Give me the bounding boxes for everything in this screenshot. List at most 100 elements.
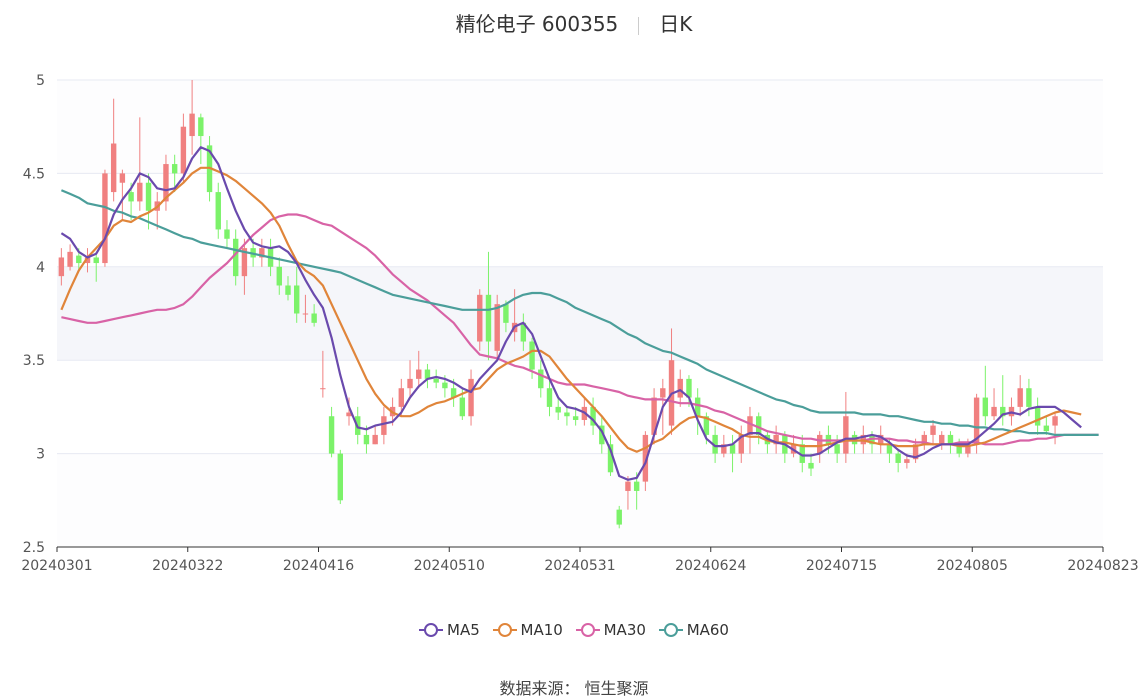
candle-body [686,378,692,398]
chart-legend: MA5 MA10 MA30 MA60 [0,621,1148,641]
candle-body [912,444,919,460]
y-tick-label: 5 [36,73,45,89]
legend-item-ma60[interactable]: MA60 [658,621,729,639]
candle-body [381,416,387,435]
x-tick-label: 20240531 [544,558,615,574]
candle-body [477,294,483,342]
candle-body [520,322,527,342]
candle-body [747,416,753,435]
candle-body [738,434,744,454]
candle-body [721,444,727,454]
candle-body [84,257,91,264]
candle-body [904,459,910,463]
candle-body [965,444,971,454]
candle-body [1052,416,1058,426]
candle-body [642,434,649,482]
y-tick-label: 4 [36,260,45,276]
candle-body [232,238,239,277]
candle-body [328,416,335,454]
candle-body [450,388,457,398]
ma30-line [61,213,1099,446]
candle-body [712,434,718,454]
legend-label-ma5: MA5 [447,621,480,639]
candle-body [163,164,169,202]
candle-body [137,182,143,202]
candle-body [503,304,509,323]
legend-item-ma5[interactable]: MA5 [419,621,480,639]
candle-body [119,173,126,183]
candle-body [982,397,989,417]
x-tick-label: 20240510 [414,558,485,574]
candle-body [1017,388,1023,407]
grid-band [57,80,1103,174]
legend-label-ma30: MA30 [603,621,646,639]
candle-body [189,113,195,137]
candle-body [102,173,108,264]
candle-body [241,248,248,277]
candle-body [703,416,710,435]
ma60-line [60,189,1099,436]
candle-body [651,397,657,435]
legend-label-ma60: MA60 [686,621,729,639]
candle-body [372,434,378,445]
candle-body [660,388,666,398]
candle-body [171,164,178,174]
candle-body [346,412,352,417]
candle-body [259,248,265,258]
candle-body [433,378,439,383]
candle-body [808,462,814,469]
candle-body [459,397,466,417]
candle-body [311,313,317,323]
legend-item-ma30[interactable]: MA30 [575,621,646,639]
candle-body [590,406,596,426]
candle-body [755,416,762,435]
candle-body [398,388,405,407]
candle-body [485,294,492,342]
candle-body [538,369,544,389]
candle-body [572,416,579,420]
candle-body [633,481,640,491]
candle-body [956,444,962,454]
candle-body [834,444,840,454]
candle-body [294,285,300,314]
candle-body [302,313,309,315]
candle-body [564,412,570,417]
x-tick-label: 20240301 [21,558,92,574]
ma10-line [60,166,1082,453]
candle-body [930,425,936,435]
candle-body [442,382,448,389]
candle-body [76,255,82,264]
x-tick-label: 20240805 [937,558,1008,574]
candle-body [145,182,152,211]
x-tick-label: 20240624 [675,558,746,574]
candle-body [180,126,187,174]
candle-body [607,444,614,473]
x-tick-label: 20240715 [806,558,877,574]
legend-item-ma10[interactable]: MA10 [492,621,563,639]
candle-body [320,388,326,390]
candle-body [93,257,99,264]
y-tick-label: 3.5 [23,353,45,369]
candle-body [110,143,117,193]
candle-body [424,369,431,379]
candle-body [555,406,561,413]
candle-body [215,192,221,230]
candle-body [625,481,631,491]
candle-body [799,444,805,463]
candle-body [407,378,413,389]
candle-body [1026,388,1032,407]
candle-body [276,266,282,286]
candle-body [468,378,474,417]
candle-body [1000,406,1006,417]
candle-body [224,229,230,239]
ma5-line [60,146,1082,481]
stock-title: 精伦电子 600355 [455,12,619,36]
candle-body [198,117,204,137]
x-tick-label: 20240322 [152,558,223,574]
candle-body [817,434,823,454]
candle-body [494,304,500,351]
candle-body [546,388,553,407]
title-separator [638,16,640,35]
x-tick-label: 20240823 [1067,558,1138,574]
grid-band [57,453,1103,547]
